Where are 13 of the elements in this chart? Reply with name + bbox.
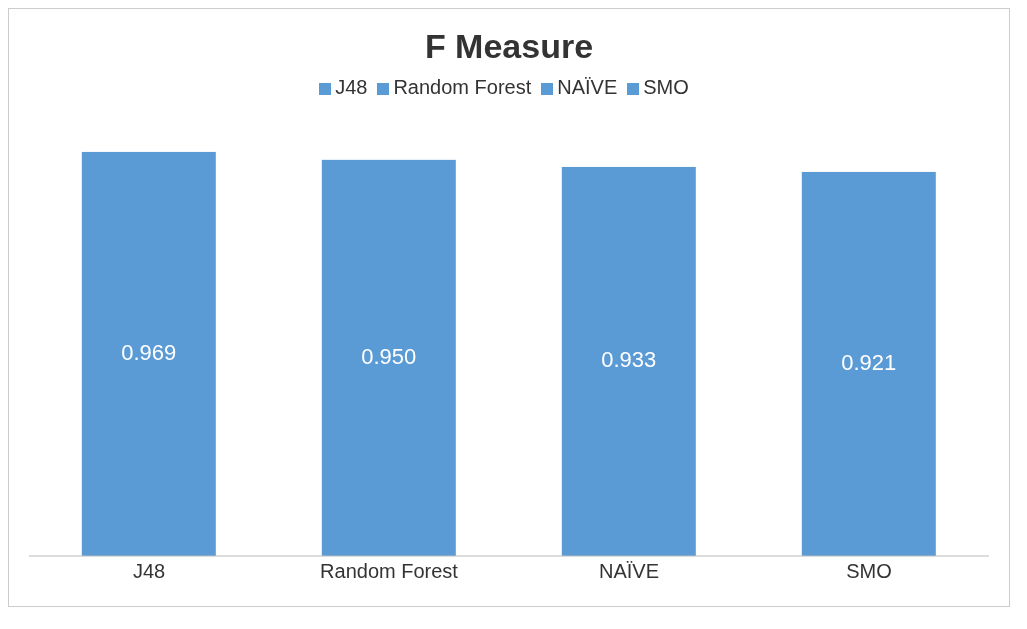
legend-label: J48 [335, 76, 368, 98]
x-tick-label: J48 [132, 560, 166, 583]
legend-label: SMO [643, 76, 689, 98]
legend-label: NAÏVE [557, 76, 618, 98]
legend-label: Random Forest [393, 76, 532, 98]
data-label: 0.921 [841, 349, 897, 375]
x-tick-label: Random Forest [320, 560, 459, 583]
x-tick-label: SMO [846, 560, 892, 583]
data-label: 0.950 [361, 343, 417, 369]
data-label: 0.933 [601, 347, 657, 373]
chart-title: F Measure [423, 26, 595, 66]
data-label: 0.969 [121, 339, 177, 365]
x-tick-label: NAÏVE [598, 560, 660, 583]
